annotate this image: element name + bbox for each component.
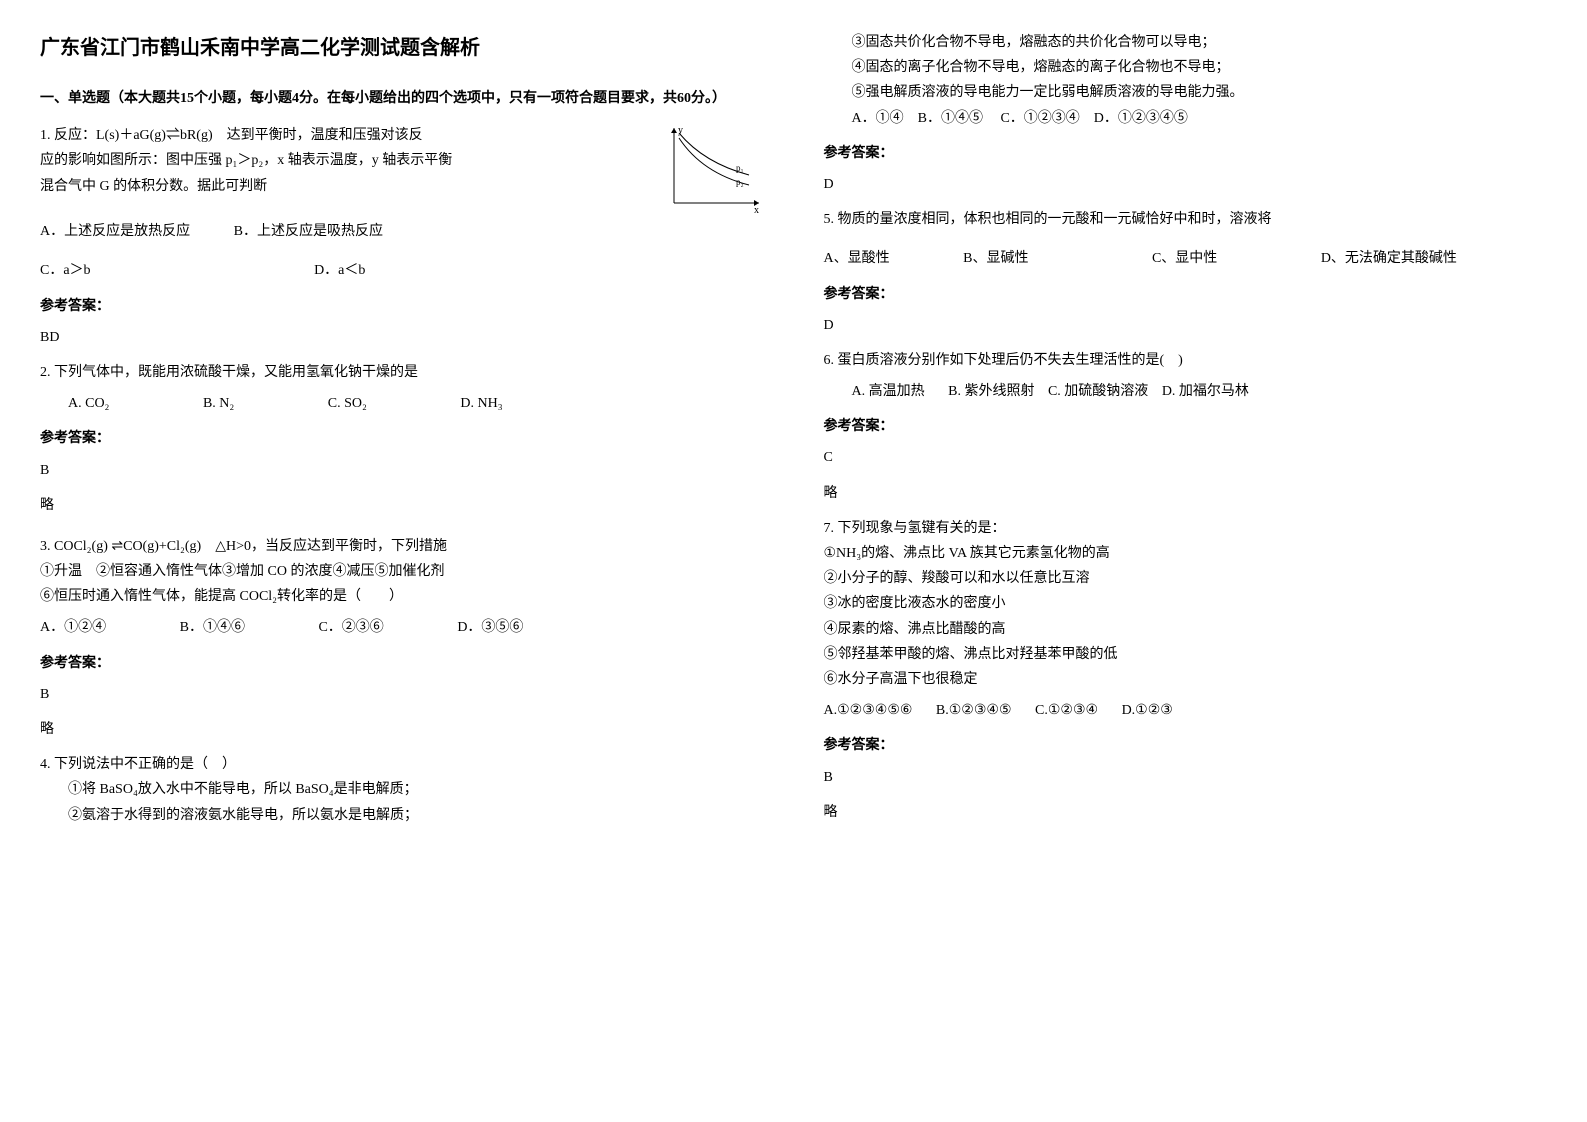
q2-optA: A. CO₂	[68, 396, 109, 411]
question-7: 7. 下列现象与氢键有关的是： ①NH₃的熔、沸点比 VA 族其它元素氢化物的高…	[824, 516, 1548, 724]
p1-label: p₁	[736, 163, 744, 173]
q1-answer: BD	[40, 325, 764, 350]
q7-item4: ④尿素的熔、沸点比醋酸的高	[824, 617, 1548, 642]
q6-options: A. 高温加热 B. 紫外线照射 C. 加硫酸钠溶液 D. 加福尔马林	[824, 379, 1548, 404]
q2-answer: B	[40, 458, 764, 483]
question-4-cont: ③固态共价化合物不导电，熔融态的共价化合物可以导电； ④固态的离子化合物不导电，…	[824, 30, 1548, 131]
q4-item2: ②氨溶于水得到的溶液氨水能导电，所以氨水是电解质；	[40, 803, 764, 828]
q7-item3: ③冰的密度比液态水的密度小	[824, 591, 1548, 616]
q6-optD: D. 加福尔马林	[1162, 384, 1249, 399]
q4-answer: D	[824, 172, 1548, 197]
q5-answer: D	[824, 313, 1548, 338]
q7-item1: ①NH₃的熔、沸点比 VA 族其它元素氢化物的高	[824, 541, 1548, 566]
left-column: 广东省江门市鹤山禾南中学高二化学测试题含解析 一、单选题（本大题共15个小题，每…	[40, 30, 764, 836]
q7-optD: D.①②③	[1122, 703, 1173, 718]
question-1: 1. 反应：L(s)＋aG(g)⇌bR(g) 达到平衡时，温度和压强对该反 应的…	[40, 123, 764, 283]
q2-options: A. CO₂ B. N₂ C. SO₂ D. NH₃	[40, 391, 764, 416]
q2-optC: C. SO₂	[328, 396, 367, 411]
q7-answer-label: 参考答案：	[824, 733, 1548, 758]
q6-optB: B. 紫外线照射	[948, 384, 1034, 399]
q1-body: 1. 反应：L(s)＋aG(g)⇌bR(g) 达到平衡时，温度和压强对该反 应的…	[40, 123, 764, 213]
q4-text: 4. 下列说法中不正确的是（ ）	[40, 752, 764, 777]
q3-optA: A．①②④	[40, 620, 106, 635]
q1-graph: p₁ p₂ y x	[664, 123, 764, 213]
q6-answer: C	[824, 445, 1548, 470]
y-arrow	[671, 128, 677, 133]
q4-item1: ①将 BaSO₄放入水中不能导电，所以 BaSO₄是非电解质；	[40, 777, 764, 802]
question-5: 5. 物质的量浓度相同，体积也相同的一元酸和一元碱恰好中和时，溶液将 A、显酸性…	[824, 207, 1548, 271]
q7-item6: ⑥水分子高温下也很稳定	[824, 667, 1548, 692]
q4-answer-label: 参考答案：	[824, 141, 1548, 166]
q5-text: 5. 物质的量浓度相同，体积也相同的一元酸和一元碱恰好中和时，溶液将	[824, 207, 1548, 232]
q5-options: A、显酸性 B、显碱性 C、显中性 D、无法确定其酸碱性	[824, 246, 1548, 271]
q3-optC: C．②③⑥	[318, 620, 383, 635]
p2-label: p₂	[736, 177, 744, 187]
q6-optA: A. 高温加热	[852, 384, 925, 399]
q1-options-row2: C．a＞b D．a＜b	[40, 258, 764, 283]
q5-optB: B、显碱性	[963, 251, 1028, 266]
q2-optD: D. NH₃	[460, 396, 502, 411]
q1-line3: 混合气中 G 的体积分数。据此可判断	[40, 174, 654, 199]
q6-optC: C. 加硫酸钠溶液	[1048, 384, 1148, 399]
q5-optA: A、显酸性	[824, 251, 890, 266]
page-container: 广东省江门市鹤山禾南中学高二化学测试题含解析 一、单选题（本大题共15个小题，每…	[40, 30, 1547, 836]
q7-optB: B.①②③④⑤	[936, 703, 1012, 718]
q1-answer-label: 参考答案：	[40, 294, 764, 319]
q6-answer-label: 参考答案：	[824, 414, 1548, 439]
q3-options: A．①②④ B．①④⑥ C．②③⑥ D．③⑤⑥	[40, 615, 764, 640]
q4-item5: ⑤强电解质溶液的导电能力一定比弱电解质溶液的导电能力强。	[824, 80, 1548, 105]
q1-optB: B．上述反应是吸热反应	[234, 224, 383, 239]
q7-optC: C.①②③④	[1035, 703, 1098, 718]
q3-optB: B．①④⑥	[180, 620, 245, 635]
q6-text: 6. 蛋白质溶液分别作如下处理后仍不失去生理活性的是( )	[824, 348, 1548, 373]
q5-optC: C、显中性	[1152, 251, 1217, 266]
question-6: 6. 蛋白质溶液分别作如下处理后仍不失去生理活性的是( ) A. 高温加热 B.…	[824, 348, 1548, 404]
q3-line1: 3. COCl₂(g) ⇌CO(g)+Cl₂(g) △H>0，当反应达到平衡时，…	[40, 534, 764, 559]
q1-line2: 应的影响如图所示：图中压强 p₁＞p₂，x 轴表示温度，y 轴表示平衡	[40, 148, 654, 173]
question-2: 2. 下列气体中，既能用浓硫酸干燥，又能用氢氧化钠干燥的是 A. CO₂ B. …	[40, 360, 764, 416]
q3-line3: ⑥恒压时通入惰性气体，能提高 COCl₂转化率的是（ ）	[40, 584, 764, 609]
q2-text: 2. 下列气体中，既能用浓硫酸干燥，又能用氢氧化钠干燥的是	[40, 360, 764, 385]
q1-optC: C．a＞b	[40, 263, 91, 278]
q7-optA: A.①②③④⑤⑥	[824, 703, 913, 718]
question-3: 3. COCl₂(g) ⇌CO(g)+Cl₂(g) △H>0，当反应达到平衡时，…	[40, 534, 764, 641]
q1-text-block: 1. 反应：L(s)＋aG(g)⇌bR(g) 达到平衡时，温度和压强对该反 应的…	[40, 123, 654, 199]
y-label: y	[678, 125, 683, 136]
q4-options: A．①④ B．①④⑤ C．①②③④ D．①②③④⑤	[824, 106, 1548, 131]
q7-item2: ②小分子的醇、羧酸可以和水以任意比互溶	[824, 566, 1548, 591]
q1-line1: 1. 反应：L(s)＋aG(g)⇌bR(g) 达到平衡时，温度和压强对该反	[40, 123, 654, 148]
q3-answer: B	[40, 682, 764, 707]
q3-optD: D．③⑤⑥	[457, 620, 523, 635]
q7-answer: B	[824, 765, 1548, 790]
q2-optB: B. N₂	[203, 396, 234, 411]
q1-options-row1: A．上述反应是放热反应 B．上述反应是吸热反应	[40, 219, 764, 244]
q4-item4: ④固态的离子化合物不导电，熔融态的离子化合物也不导电；	[824, 55, 1548, 80]
right-column: ③固态共价化合物不导电，熔融态的共价化合物可以导电； ④固态的离子化合物不导电，…	[824, 30, 1548, 836]
q2-note: 略	[40, 493, 764, 518]
q6-note: 略	[824, 481, 1548, 506]
q4-item3: ③固态共价化合物不导电，熔融态的共价化合物可以导电；	[824, 30, 1548, 55]
q3-note: 略	[40, 717, 764, 742]
q7-note: 略	[824, 800, 1548, 825]
q7-item5: ⑤邻羟基苯甲酸的熔、沸点比对羟基苯甲酸的低	[824, 642, 1548, 667]
section-header: 一、单选题（本大题共15个小题，每小题4分。在每小题给出的四个选项中，只有一项符…	[40, 86, 764, 111]
q5-answer-label: 参考答案：	[824, 282, 1548, 307]
q3-answer-label: 参考答案：	[40, 651, 764, 676]
q7-options: A.①②③④⑤⑥ B.①②③④⑤ C.①②③④ D.①②③	[824, 698, 1548, 723]
document-title: 广东省江门市鹤山禾南中学高二化学测试题含解析	[40, 30, 764, 66]
question-4: 4. 下列说法中不正确的是（ ） ①将 BaSO₄放入水中不能导电，所以 BaS…	[40, 752, 764, 828]
q1-optA: A．上述反应是放热反应	[40, 224, 190, 239]
q2-answer-label: 参考答案：	[40, 426, 764, 451]
q5-optD: D、无法确定其酸碱性	[1321, 251, 1457, 266]
q7-text: 7. 下列现象与氢键有关的是：	[824, 516, 1548, 541]
q1-optD: D．a＜b	[314, 263, 365, 278]
graph-svg: p₁ p₂ y x	[664, 123, 764, 213]
x-label: x	[754, 205, 759, 213]
q3-line2: ①升温 ②恒容通入惰性气体③增加 CO 的浓度④减压⑤加催化剂	[40, 559, 764, 584]
